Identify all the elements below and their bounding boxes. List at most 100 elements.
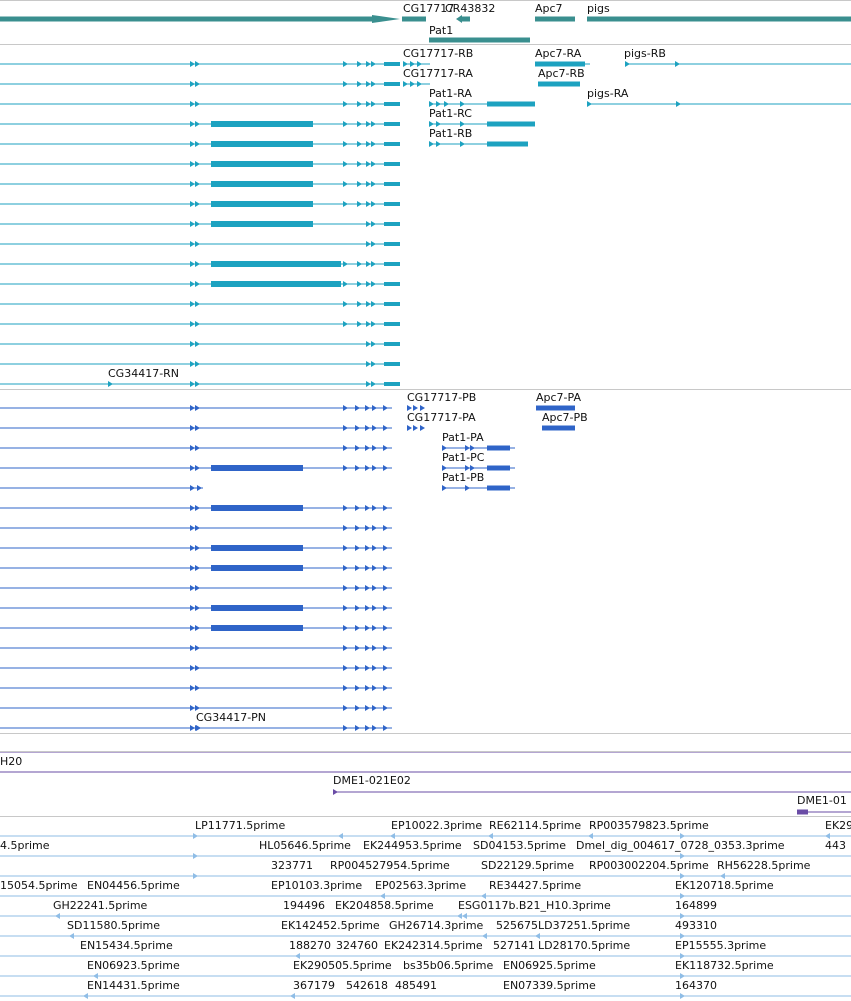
transcript-label[interactable]: pigs-RB	[624, 47, 666, 60]
est-label[interactable]: 194496	[283, 899, 325, 912]
est-label[interactable]: EP10103.3prime	[271, 879, 363, 892]
transcript-label[interactable]: pigs-RA	[587, 87, 629, 100]
est-label[interactable]: LD28170.5prime	[538, 939, 631, 952]
est-label[interactable]: LP11771.5prime	[195, 819, 286, 832]
est-label[interactable]: EK142452.5prime	[281, 919, 380, 932]
protein-label[interactable]: Apc7-PB	[542, 411, 588, 424]
est-label[interactable]: EN15434.5prime	[80, 939, 173, 952]
est-label[interactable]: 323771	[271, 859, 313, 872]
exon-arrow	[195, 101, 200, 107]
exon-arrow	[195, 281, 200, 287]
exon-arrow	[371, 121, 376, 127]
est-label[interactable]: 485491	[395, 979, 437, 992]
transcript-label[interactable]: Pat1-RC	[429, 107, 472, 120]
est-label[interactable]: 527141	[493, 939, 535, 952]
exon-arrow	[195, 585, 200, 591]
est-label[interactable]: GH22241.5prime	[53, 899, 148, 912]
transcript-label[interactable]: CG34417-RN	[108, 367, 180, 380]
est-label[interactable]: 443	[825, 839, 846, 852]
est-label[interactable]: SD11580.5prime	[67, 919, 160, 932]
est-label[interactable]: EK29	[825, 819, 851, 832]
est-label[interactable]: 164370	[675, 979, 717, 992]
clone-label[interactable]: DME1-021E02	[333, 774, 411, 787]
est-label[interactable]: EK204858.5prime	[335, 899, 434, 912]
exon-arrow	[355, 405, 360, 411]
protein-label[interactable]: CG17717-PA	[407, 411, 476, 424]
exon-arrow	[357, 181, 362, 187]
est-label[interactable]: RP003579823.5prime	[589, 819, 709, 832]
exon-arrow	[343, 685, 348, 691]
est-label[interactable]: EN07339.5prime	[503, 979, 596, 992]
transcript-label[interactable]: CG17717-RA	[403, 67, 473, 80]
exon-block	[487, 141, 528, 147]
est-label[interactable]: RH56228.5prime	[717, 859, 811, 872]
cds-block	[211, 281, 341, 287]
transcript-label[interactable]: Pat1-RA	[429, 87, 472, 100]
transcript-label[interactable]: Pat1-RB	[429, 127, 473, 140]
est-label[interactable]: EK118732.5prime	[675, 959, 774, 972]
est-label[interactable]: 324760	[336, 939, 378, 952]
protein-label[interactable]: Pat1-PA	[442, 431, 484, 444]
clone-label[interactable]: H20	[0, 755, 23, 768]
transcript-label[interactable]: Apc7-RB	[538, 67, 585, 80]
est-label[interactable]: EP02563.3prime	[375, 879, 467, 892]
est-label[interactable]: 525675	[496, 919, 538, 932]
protein-label[interactable]: CG34417-PN	[196, 711, 267, 724]
est-label[interactable]: EK290505.5prime	[293, 959, 392, 972]
est-label[interactable]: SD04153.5prime	[473, 839, 566, 852]
exon-arrow	[190, 361, 195, 367]
est-label[interactable]: 188270	[289, 939, 331, 952]
gene-label[interactable]: Apc7	[535, 2, 563, 15]
est-label[interactable]: bs35b06.5prime	[403, 959, 494, 972]
transcript-label[interactable]: CG17717-RB	[403, 47, 474, 60]
exon-block	[384, 122, 400, 126]
est-label[interactable]: RP003002204.5prime	[589, 859, 709, 872]
est-label[interactable]: EN06923.5prime	[87, 959, 180, 972]
protein-label[interactable]: CG17717-PB	[407, 391, 477, 404]
gene-label[interactable]: pigs	[587, 2, 610, 15]
est-label[interactable]: EN04456.5prime	[87, 879, 180, 892]
est-label[interactable]: RE62114.5prime	[489, 819, 582, 832]
protein-label[interactable]: Pat1-PC	[442, 451, 485, 464]
est-label[interactable]: ESG0117b.B21_H10.3prime	[458, 899, 611, 912]
est-label[interactable]: 493310	[675, 919, 717, 932]
gene-label[interactable]: CG17717	[403, 2, 455, 15]
est-label[interactable]: HL05646.5prime	[259, 839, 351, 852]
exon-arrow	[190, 705, 195, 711]
est-label[interactable]: 15054.5prime	[0, 879, 78, 892]
cds-block	[211, 201, 313, 207]
exon-arrow	[444, 101, 449, 107]
exon-block	[384, 262, 400, 266]
est-label[interactable]: EP15555.3prime	[675, 939, 767, 952]
protein-label[interactable]: Pat1-PB	[442, 471, 485, 484]
exon-arrow	[190, 201, 195, 207]
est-label[interactable]: EN14431.5prime	[87, 979, 180, 992]
transcript-label[interactable]: Apc7-RA	[535, 47, 582, 60]
est-label[interactable]: EK242314.5prime	[384, 939, 483, 952]
est-label[interactable]: Dmel_dig_004617_0728_0353.3prime	[576, 839, 785, 852]
gene-label[interactable]: CR43832	[445, 2, 496, 15]
est-label[interactable]: GH26714.3prime	[389, 919, 484, 932]
est-label[interactable]: SD22129.5prime	[481, 859, 574, 872]
exon-arrow	[355, 545, 360, 551]
est-label[interactable]: 164899	[675, 899, 717, 912]
clone-label[interactable]: DME1-01	[797, 794, 847, 807]
est-label[interactable]: 4.5prime	[0, 839, 50, 852]
est-label[interactable]: EK244953.5prime	[363, 839, 462, 852]
exon-block	[384, 102, 400, 106]
est-label[interactable]: LD37251.5prime	[538, 919, 631, 932]
est-label[interactable]: RP004527954.5prime	[330, 859, 450, 872]
gene-label[interactable]: Pat1	[429, 24, 454, 37]
exon-arrow	[343, 645, 348, 651]
est-label[interactable]: EP10022.3prime	[391, 819, 483, 832]
exon-arrow	[366, 81, 371, 87]
est-label[interactable]: 542618	[346, 979, 388, 992]
est-label[interactable]: 367179	[293, 979, 335, 992]
est-label[interactable]: EK120718.5prime	[675, 879, 774, 892]
protein-label[interactable]: Apc7-PA	[536, 391, 581, 404]
est-label[interactable]: EN06925.5prime	[503, 959, 596, 972]
exon-arrow	[372, 605, 377, 611]
exon-arrow	[343, 301, 348, 307]
est-label[interactable]: RE34427.5prime	[489, 879, 582, 892]
